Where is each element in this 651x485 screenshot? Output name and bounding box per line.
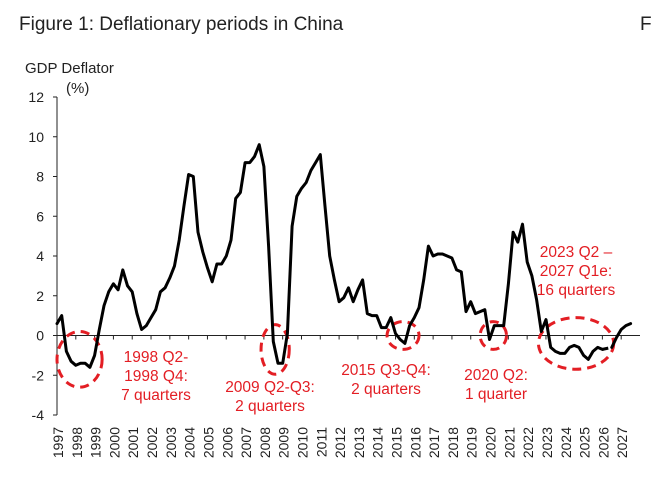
x-tick-label: 2004	[182, 427, 198, 458]
y-tick-label: -4	[32, 407, 45, 423]
series-line-2	[610, 322, 633, 349]
x-tick-label: 2022	[520, 427, 536, 458]
x-tick-label: 1999	[88, 427, 104, 458]
x-tick-label: 2006	[219, 427, 235, 458]
annotation-text: 2 quarters	[235, 398, 305, 415]
annotation-text: 2020 Q2:	[464, 367, 528, 384]
annotation-text: 2015 Q3-Q4:	[341, 362, 431, 379]
x-tick-label: 2005	[200, 427, 216, 458]
x-tick-label: 2012	[332, 427, 348, 458]
x-tick-label: 2009	[276, 427, 292, 458]
annotation-text: 1998 Q2-	[124, 349, 189, 366]
annotation-text: 2 quarters	[351, 381, 421, 398]
x-tick-label: 2007	[238, 427, 254, 458]
page-title: Figure 1: Deflationary periods in China	[19, 14, 344, 35]
annotations: 1998 Q2- 1998 Q4: 7 quarters 2009 Q2-Q3: 2 q…	[121, 244, 615, 415]
x-tick-label: 2000	[106, 427, 122, 458]
y-tick-label: 10	[28, 129, 44, 145]
x-tick-label: 2001	[125, 427, 141, 458]
annotation-text: 16 quarters	[537, 282, 616, 299]
x-tick-label: 2019	[464, 427, 480, 458]
y-tick-label: 6	[36, 208, 44, 224]
y-tick-label: 2	[36, 288, 44, 304]
x-tick-label: 2021	[501, 427, 517, 458]
x-tick-label: 2027	[614, 427, 630, 458]
x-tick-label: 2014	[370, 427, 386, 458]
annotation-text: 2009 Q2-Q3:	[225, 379, 315, 396]
highlight-ellipse-2	[385, 320, 421, 351]
y-tick-label: 12	[28, 89, 44, 105]
x-tick-label: 2015	[389, 427, 405, 458]
y-tick-label: 0	[36, 328, 44, 344]
series-line-0	[55, 143, 604, 369]
y-tick-label: 4	[36, 248, 44, 264]
x-tick-label: 2018	[445, 427, 461, 458]
x-tick-label: 2024	[558, 427, 574, 458]
series-line-1	[602, 345, 613, 351]
x-tick-label: 2013	[351, 427, 367, 458]
annotation-text: 1 quarter	[465, 386, 527, 403]
x-tick-label: 2023	[539, 427, 555, 458]
x-tick-label: 2026	[595, 427, 611, 458]
y-axis-unit: (%)	[66, 80, 89, 97]
y-tick-label: -2	[32, 367, 45, 383]
x-tick-label: 1998	[69, 427, 85, 458]
x-tick-label: 2025	[577, 427, 593, 458]
y-tick-label: 8	[36, 169, 44, 185]
annotation-text: 2023 Q2 –	[540, 244, 613, 261]
x-tick-label: 2011	[313, 427, 329, 457]
y-axis-label: GDP Deflator	[25, 60, 114, 77]
highlight-ellipse-0	[55, 330, 104, 389]
x-tick-label: 2017	[426, 427, 442, 458]
highlight-ellipse-3	[478, 320, 508, 351]
x-tick-label: 2002	[144, 427, 160, 458]
x-tick-label: 2008	[257, 427, 273, 458]
x-tick-label: 2020	[483, 427, 499, 458]
x-tick-label: 2010	[294, 427, 310, 458]
series-lines	[55, 143, 633, 369]
annotation-text: 7 quarters	[121, 387, 191, 404]
x-tick-label: 2016	[407, 427, 423, 458]
x-tick-label: 2003	[163, 427, 179, 458]
annotation-text: 2027 Q1e:	[540, 263, 612, 280]
clipped-title-fragment: F	[640, 14, 651, 35]
highlight-ellipse-1	[259, 323, 291, 376]
annotation-text: 1998 Q4:	[124, 368, 188, 385]
x-tick-label: 1997	[50, 427, 66, 458]
